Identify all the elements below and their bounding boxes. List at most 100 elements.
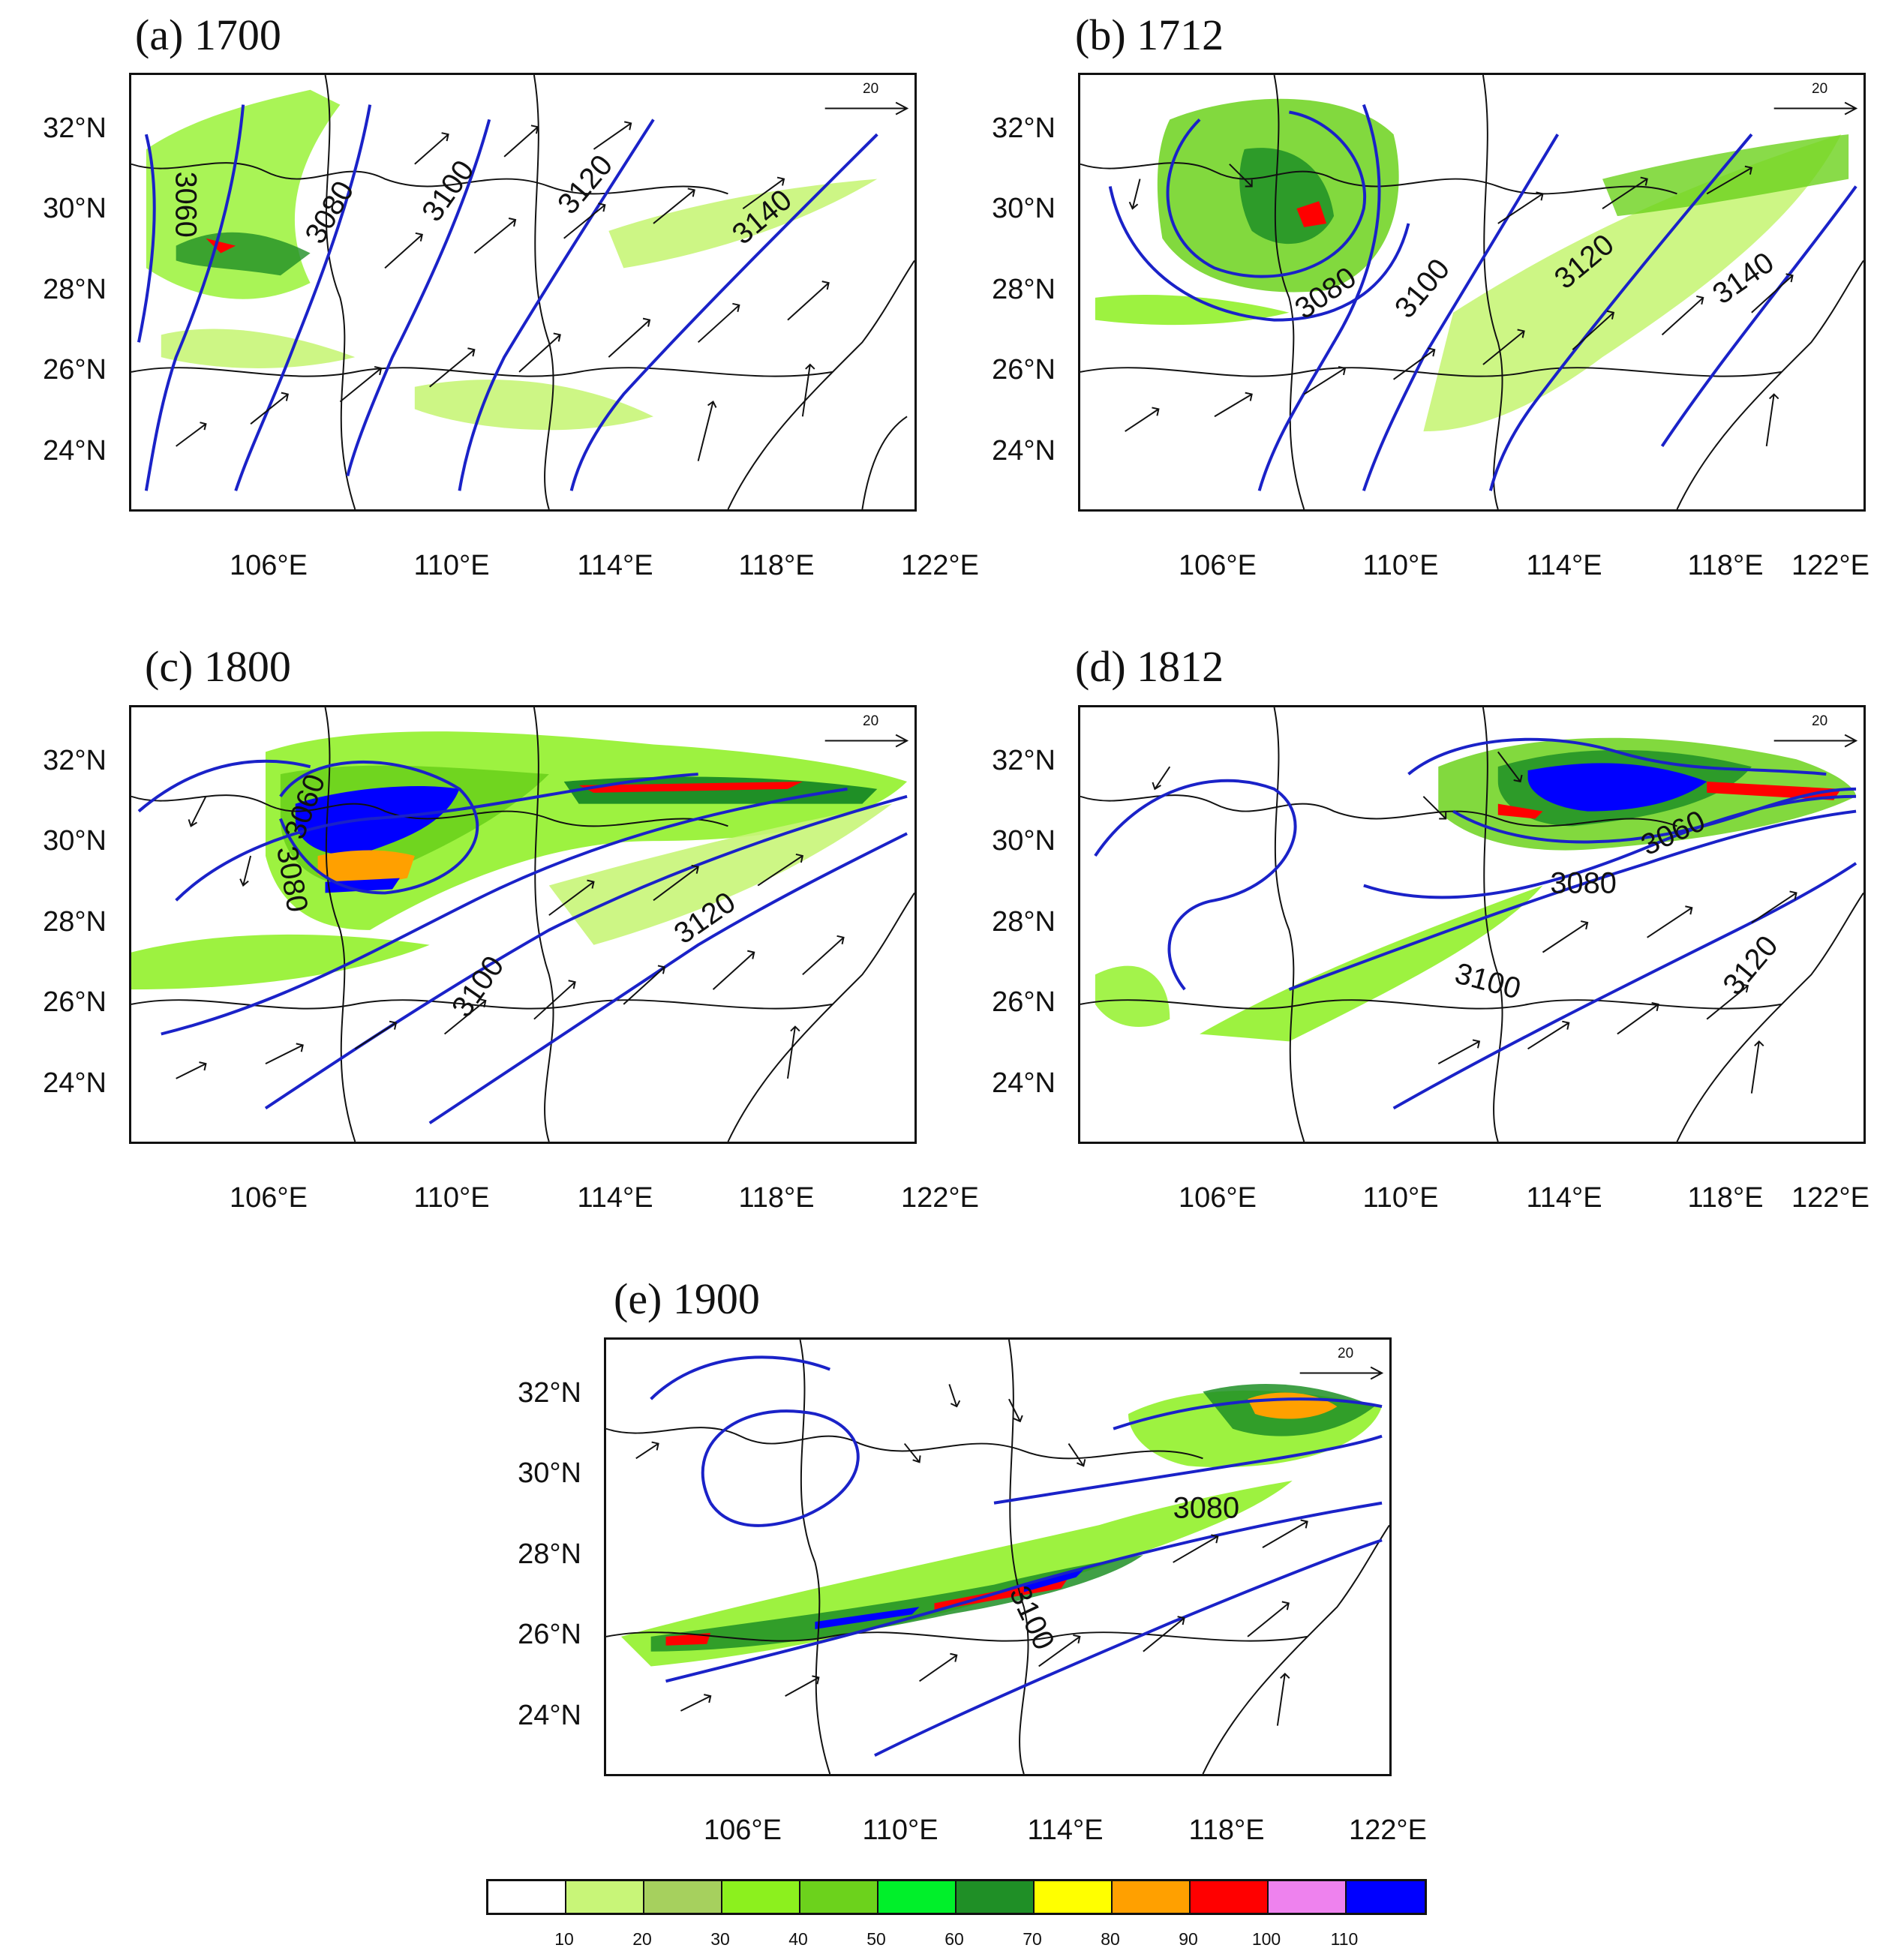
colorbar-label: 50 [866,1929,886,1949]
lat-label: 30°N [518,1457,581,1489]
panel-b-map-svg: 3080 3100 3120 3140 [1080,75,1863,509]
ref-vector-label: 20 [1812,81,1828,97]
panel-d-map-svg: 3060 3080 3100 3120 [1080,707,1863,1142]
panel-a-map-svg: 3060 3080 3100 3120 3140 [131,75,914,509]
colorbar-segment [1269,1881,1347,1913]
lon-label: 122°E [901,1182,979,1214]
precip-shading [1095,98,1849,432]
province-borders [131,707,914,1142]
lat-label: 30°N [43,825,107,857]
lon-label: 110°E [1362,550,1439,581]
colorbar-segment [1035,1881,1113,1913]
lat-label: 26°N [992,986,1056,1018]
lat-label: 26°N [518,1619,581,1650]
panel-e-title: (e) 1900 [614,1274,760,1323]
lon-label: 122°E [1791,550,1869,581]
geopotential-contours [137,759,908,1124]
lon-label: 114°E [577,550,653,581]
colorbar-segment [957,1881,1035,1913]
lon-label: 114°E [1526,550,1602,581]
lat-label: 24°N [992,1067,1056,1099]
province-borders [606,1340,1389,1774]
lon-label: 106°E [230,550,308,581]
reference-vector [824,734,909,748]
wind-vectors [1152,751,1797,1094]
lat-label: 24°N [518,1700,581,1731]
panel-c-map-svg: 3060 3080 3100 3120 [131,707,914,1142]
contour-label: 3080 [1550,867,1616,900]
precip-shading [131,731,908,990]
panel-a-map: 3060 3080 3100 3120 3140 20 [129,73,917,512]
geopotential-contours [1108,104,1857,491]
province-borders [131,75,914,509]
panel-b-title: (b) 1712 [1075,11,1224,59]
geopotential-contours [650,1355,1383,1757]
reference-vector [824,101,909,116]
lat-label: 24°N [43,1067,107,1099]
panel-d-title: (d) 1812 [1075,642,1224,691]
wind-vectors [176,796,845,1079]
lat-label: 30°N [992,825,1056,857]
lat-label: 30°N [992,193,1056,224]
panel-c-map: 3060 3080 3100 3120 20 [129,705,917,1144]
contour-label: 3100 [1389,253,1457,325]
lat-label: 26°N [43,986,107,1018]
colorbar-label: 90 [1179,1929,1198,1949]
lon-label: 114°E [1526,1182,1602,1214]
colorbar-segment [800,1881,878,1913]
panel-d-map: 3060 3080 3100 3120 20 [1078,705,1866,1144]
colorbar-label: 110 [1330,1929,1359,1949]
colorbar-label: 70 [1023,1929,1042,1949]
reference-vector [1773,734,1858,748]
panel-a-title: (a) 1700 [135,11,281,59]
ref-vector-label: 20 [1812,713,1828,729]
lat-label: 32°N [992,745,1056,776]
lon-label: 110°E [1362,1182,1439,1214]
lon-label: 118°E [738,1182,815,1214]
colorbar-segment [1113,1881,1191,1913]
contour-label: 3100 [1452,956,1524,1005]
lat-label: 28°N [518,1538,581,1570]
panel-e-map: 3080 3100 20 [604,1337,1392,1776]
precip-shading [146,89,878,431]
lat-label: 28°N [992,274,1056,305]
lon-label: 110°E [413,1182,490,1214]
lon-label: 118°E [1687,1182,1764,1214]
colorbar-segment [1347,1881,1425,1913]
lon-label: 118°E [1188,1814,1265,1846]
colorbar-segment [878,1881,957,1913]
lat-label: 32°N [43,745,107,776]
colorbar-segment [566,1881,644,1913]
wind-vectors [176,121,830,461]
lon-label: 110°E [862,1814,938,1846]
panel-e-map-svg: 3080 3100 [606,1340,1389,1774]
lon-label: 122°E [1349,1814,1427,1846]
wind-vectors [1125,164,1794,447]
ref-vector-label: 20 [1338,1346,1354,1361]
panel-b-map: 3080 3100 3120 3140 20 [1078,73,1866,512]
lat-label: 30°N [43,193,107,224]
colorbar-segment [722,1881,800,1913]
colorbar-label: 10 [554,1929,574,1949]
lon-label: 118°E [738,550,815,581]
lon-label: 110°E [413,550,490,581]
colorbar-label: 60 [944,1929,964,1949]
colorbar-segment [1191,1881,1269,1913]
panel-c-title: (c) 1800 [145,642,291,691]
contour-label: 3080 [1173,1492,1239,1525]
colorbar-label: 20 [632,1929,652,1949]
lon-label: 106°E [1179,550,1257,581]
contour-label: 3060 [170,172,203,238]
province-borders [1080,75,1863,509]
lon-label: 106°E [704,1814,782,1846]
contour-label: 3100 [416,155,481,227]
colorbar-segment [488,1881,566,1913]
province-borders [1080,707,1863,1142]
precip-shading [1095,737,1857,1042]
lat-label: 24°N [43,435,107,467]
lat-label: 32°N [43,113,107,144]
geopotential-contours [1094,737,1857,1110]
colorbar [486,1879,1427,1915]
ref-vector-label: 20 [863,713,879,729]
lat-label: 28°N [992,906,1056,938]
